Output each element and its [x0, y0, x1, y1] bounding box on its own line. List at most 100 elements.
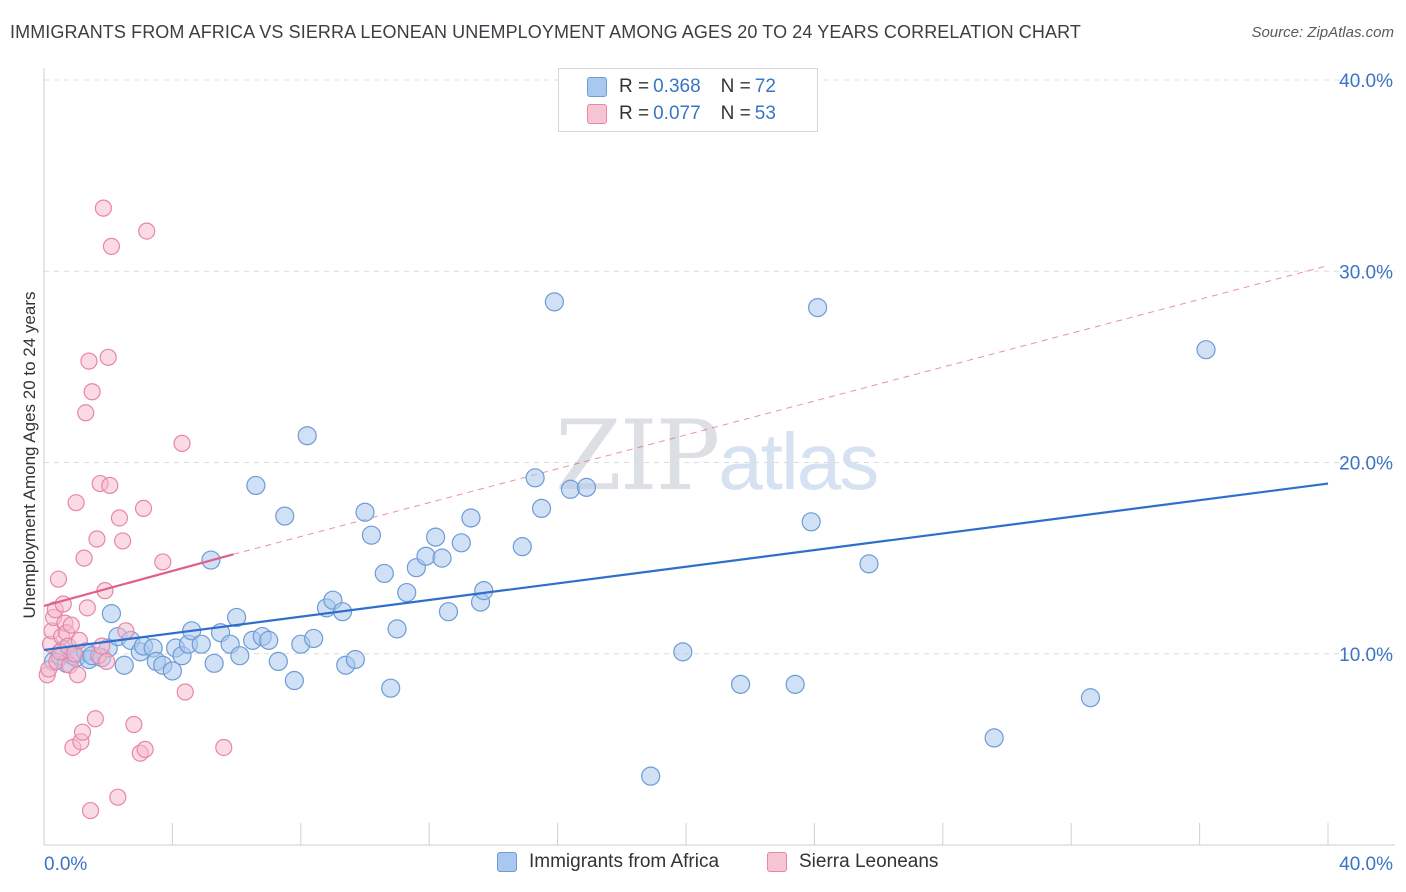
- sierra-trend-line: [43, 553, 234, 607]
- africa-point: [297, 426, 317, 446]
- africa-point: [381, 678, 401, 698]
- africa-point: [227, 607, 247, 628]
- africa-point: [531, 498, 552, 518]
- legend-row-sierra: R = 0.077 N = 53: [587, 101, 776, 127]
- legend-n-value: 53: [754, 103, 776, 124]
- legend-n-label: N =: [720, 76, 751, 97]
- africa-point: [808, 297, 828, 318]
- africa-point: [426, 527, 446, 547]
- correlation-legend: R = 0.368 N = 72 R = 0.077 N = 53: [558, 68, 818, 132]
- africa-point: [101, 603, 122, 624]
- africa-point: [859, 554, 879, 574]
- africa-point: [162, 661, 182, 681]
- africa-point: [387, 619, 407, 639]
- africa-point: [246, 475, 266, 496]
- africa-point: [474, 581, 494, 601]
- sierra-point: [101, 476, 119, 495]
- africa-point: [361, 525, 382, 545]
- sierra-point: [73, 723, 92, 741]
- legend-r-label: R =: [619, 103, 650, 124]
- bottom-legend-label-sierra: Sierra Leoneans: [799, 851, 939, 872]
- y-tick-label: 10.0%: [1339, 645, 1393, 666]
- legend-n-label: N =: [720, 103, 751, 124]
- legend-r-value: 0.077: [653, 103, 701, 124]
- bottom-legend-label-africa: Immigrants from Africa: [529, 851, 720, 872]
- africa-point: [785, 674, 805, 694]
- africa-point: [284, 670, 304, 691]
- africa-point: [560, 479, 581, 499]
- legend-n-value: 72: [754, 76, 776, 97]
- sierra-trend-extension: [233, 265, 1329, 555]
- africa-point: [416, 546, 436, 566]
- africa-point: [268, 651, 288, 672]
- source-label: Source: ZipAtlas.com: [1251, 24, 1394, 41]
- africa-point: [114, 655, 134, 675]
- bottom-legend-swatch-africa: [497, 852, 517, 872]
- sierra-point: [88, 530, 106, 548]
- y-tick-label: 40.0%: [1339, 71, 1393, 92]
- africa-point: [438, 602, 459, 622]
- sierra-point: [138, 222, 156, 240]
- sierra-point: [94, 199, 112, 217]
- sierra-point: [125, 715, 143, 734]
- sierra-point: [215, 738, 233, 757]
- africa-point: [461, 508, 481, 528]
- africa-point: [525, 468, 545, 488]
- x-tick-label: 0.0%: [44, 854, 87, 875]
- africa-point: [204, 653, 224, 673]
- legend-row-africa: R = 0.368 N = 72: [587, 74, 776, 100]
- sierra-point: [134, 499, 153, 517]
- africa-point: [451, 533, 471, 553]
- africa-point: [730, 674, 751, 694]
- africa-trend-line: [43, 482, 1329, 652]
- bottom-legend-swatch-sierra: [767, 852, 787, 872]
- watermark-atlas: atlas: [718, 417, 879, 506]
- sierra-point: [86, 710, 104, 728]
- sierra-point: [75, 549, 93, 567]
- legend-swatch-africa: [587, 77, 607, 97]
- sierra-point: [154, 553, 172, 571]
- sierra-point: [136, 740, 154, 758]
- africa-point: [191, 634, 211, 654]
- sierra-point: [99, 348, 117, 366]
- africa-point: [576, 477, 597, 497]
- legend-r-label: R =: [619, 76, 650, 97]
- sierra-point: [83, 383, 101, 401]
- africa-point: [512, 537, 532, 557]
- sierra-point: [62, 616, 80, 634]
- bottom-legend-sierra: Sierra Leoneans: [767, 851, 938, 873]
- sierra-point: [97, 652, 116, 671]
- sierra-point: [117, 622, 135, 640]
- bottom-legend-africa: Immigrants from Africa: [497, 851, 719, 873]
- sierra-point: [93, 637, 111, 655]
- sierra-point: [49, 570, 68, 588]
- sierra-point: [69, 666, 87, 684]
- sierra-point: [67, 494, 85, 512]
- chart-title: IMMIGRANTS FROM AFRICA VS SIERRA LEONEAN…: [10, 22, 1081, 42]
- africa-point: [673, 642, 693, 662]
- sierra-point: [176, 683, 194, 701]
- africa-point: [397, 582, 417, 603]
- y-tick-label: 20.0%: [1339, 454, 1393, 475]
- legend-swatch-sierra: [587, 104, 607, 124]
- africa-point: [374, 563, 394, 584]
- africa-point: [275, 506, 295, 526]
- sierra-point: [173, 434, 191, 452]
- africa-point: [432, 548, 452, 568]
- sierra-point: [77, 404, 95, 422]
- sierra-point: [80, 352, 98, 370]
- sierra-point: [81, 801, 100, 820]
- africa-point: [641, 766, 661, 786]
- legend-r-value: 0.368: [653, 76, 701, 97]
- africa-point: [304, 628, 324, 649]
- africa-point: [230, 646, 250, 666]
- sierra-point: [102, 237, 121, 255]
- sierra-point: [109, 788, 127, 806]
- sierra-point: [114, 532, 132, 550]
- africa-point: [1196, 340, 1216, 360]
- africa-point: [1080, 688, 1101, 708]
- africa-point: [544, 292, 564, 312]
- africa-point: [984, 728, 1004, 748]
- africa-point: [259, 630, 279, 650]
